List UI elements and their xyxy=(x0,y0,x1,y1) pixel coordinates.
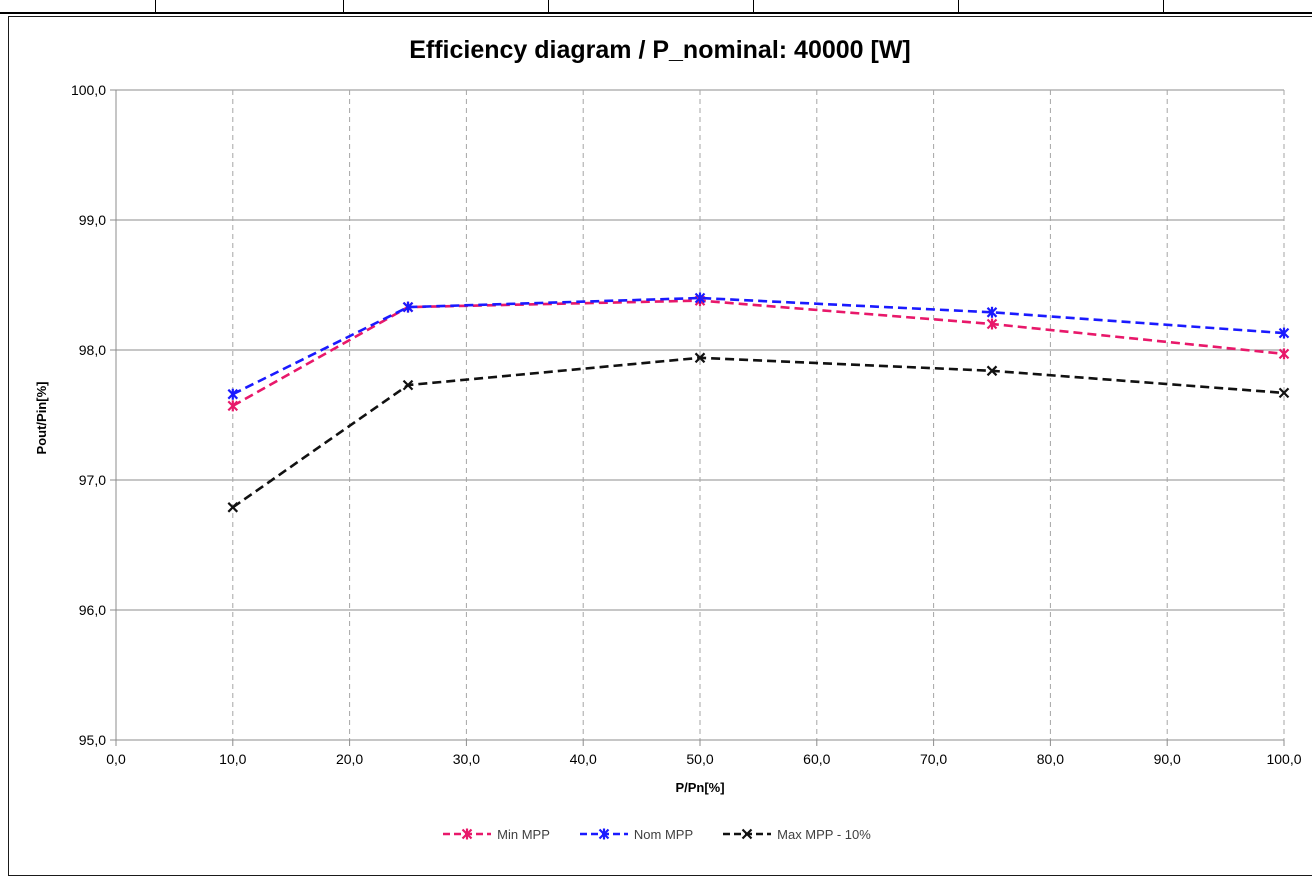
y-axis-label: Pout/Pin[%] xyxy=(34,382,49,455)
legend-label: Min MPP xyxy=(497,826,550,842)
legend-swatch xyxy=(579,828,628,840)
series-layer xyxy=(227,292,1290,513)
legend-marker xyxy=(741,828,753,840)
data-point xyxy=(694,352,706,364)
x-tick-label: 50,0 xyxy=(686,751,713,767)
legend-label: Nom MPP xyxy=(633,826,694,842)
data-point xyxy=(986,306,998,318)
y-tick-label: 100,0 xyxy=(71,82,106,98)
legend-swatch xyxy=(723,828,772,840)
data-point xyxy=(694,292,706,304)
x-axis-label: P/Pn[%] xyxy=(675,780,724,795)
x-tick-label: 30,0 xyxy=(453,751,480,767)
series-1 xyxy=(227,295,1290,412)
x-tick-label: 60,0 xyxy=(803,751,830,767)
x-tick-label: 0,0 xyxy=(106,751,126,767)
legend: Min MPP Nom MPP Max MPP - 10% xyxy=(0,822,1312,846)
y-tick-label: 95,0 xyxy=(79,732,106,748)
legend-item-2: Nom MPP xyxy=(578,827,693,842)
legend-label: Max MPP - 10% xyxy=(777,826,871,842)
x-tick-label: 40,0 xyxy=(570,751,597,767)
x-tick-label: 20,0 xyxy=(336,751,363,767)
legend-item-1: Min MPP xyxy=(441,827,550,842)
data-point xyxy=(402,301,414,313)
y-tick-label: 99,0 xyxy=(79,212,106,228)
y-tick-label: 97,0 xyxy=(79,472,106,488)
data-point xyxy=(986,318,998,330)
x-tick-label: 10,0 xyxy=(219,751,246,767)
data-point xyxy=(1278,387,1290,399)
axes: 95,0 96,0 97,0 98,0 99,0 100,0 0,0 10,0 20,0 30,0… xyxy=(71,82,1302,767)
x-tick-label: 100,0 xyxy=(1266,751,1301,767)
series-3 xyxy=(227,352,1290,513)
legend-marker xyxy=(461,828,473,840)
legend-swatch xyxy=(443,828,492,840)
series-2 xyxy=(227,292,1290,400)
x-tick-label: 90,0 xyxy=(1154,751,1181,767)
data-point xyxy=(402,379,414,391)
series-line xyxy=(232,356,1285,509)
data-point xyxy=(227,502,239,513)
y-tick-label: 96,0 xyxy=(79,602,106,618)
chart-title: Efficiency diagram / P_nominal: 40000 [W… xyxy=(409,36,911,64)
y-tick-label: 98,0 xyxy=(79,342,106,358)
data-point xyxy=(1278,348,1290,360)
x-tick-label: 70,0 xyxy=(920,751,947,767)
grid xyxy=(116,89,1285,740)
data-point xyxy=(227,388,239,400)
legend-marker xyxy=(598,828,610,840)
top-table-rule xyxy=(0,0,1312,14)
x-tick-label: 80,0 xyxy=(1037,751,1064,767)
data-point xyxy=(1278,327,1290,339)
data-point xyxy=(986,365,998,377)
series-line xyxy=(232,296,1285,396)
data-point xyxy=(227,400,239,412)
legend-item-3: Max MPP - 10% xyxy=(721,827,871,842)
